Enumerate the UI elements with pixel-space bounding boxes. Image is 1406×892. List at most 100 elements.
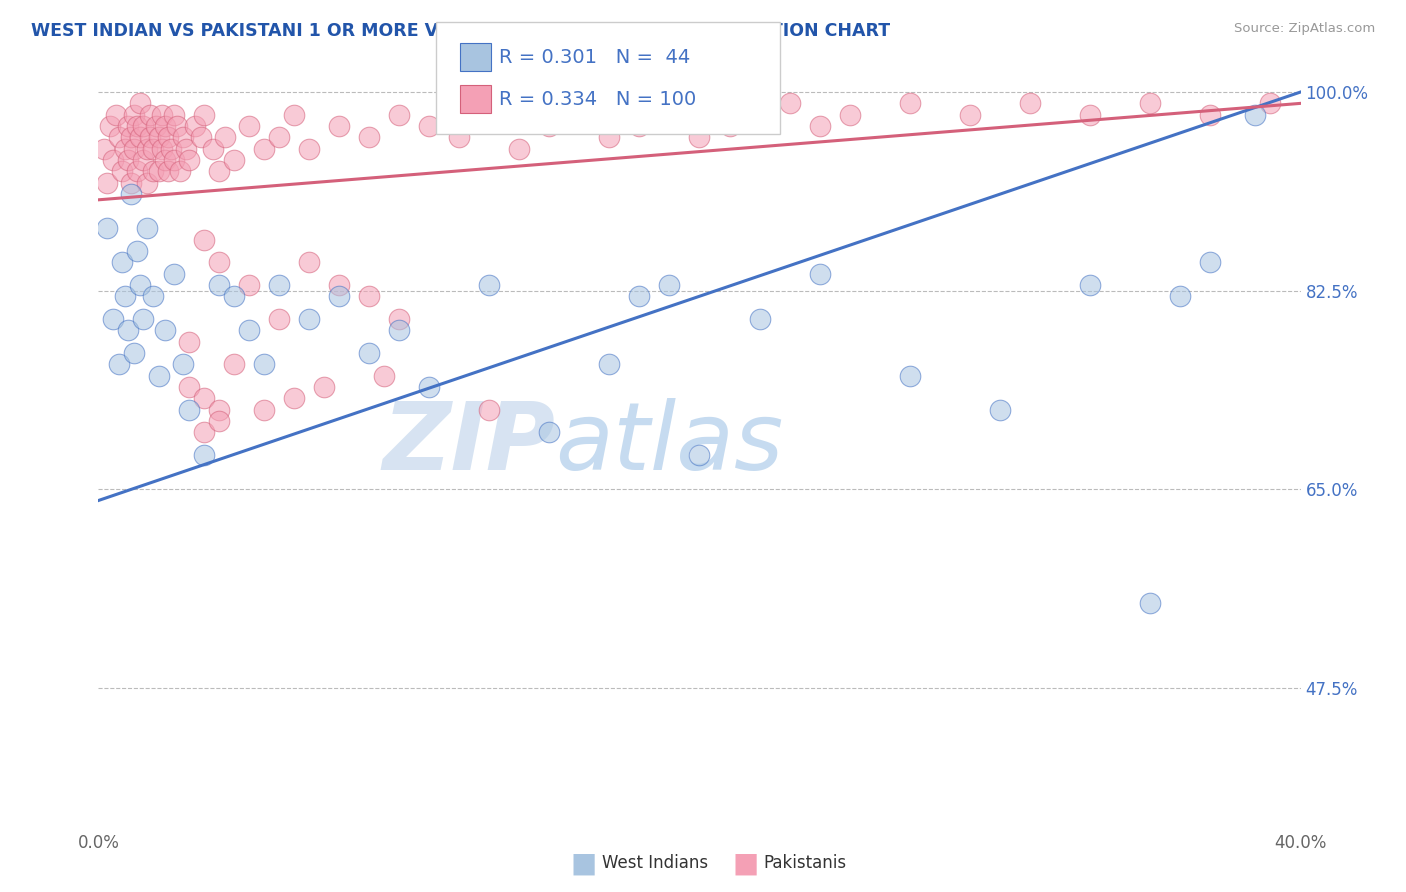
Point xyxy=(96,221,118,235)
Point xyxy=(208,277,231,292)
Text: ZIP: ZIP xyxy=(382,398,555,490)
Point xyxy=(658,277,681,292)
Point xyxy=(208,255,231,269)
Point xyxy=(193,448,215,462)
Point xyxy=(193,233,215,247)
Point xyxy=(388,312,411,326)
Point xyxy=(117,323,139,337)
Point xyxy=(598,357,620,371)
Point xyxy=(838,108,860,122)
Point xyxy=(1139,596,1161,610)
Point xyxy=(162,108,184,122)
Point xyxy=(779,96,801,111)
Point xyxy=(159,142,181,156)
Point xyxy=(253,357,276,371)
Point xyxy=(328,277,350,292)
Point xyxy=(208,164,231,178)
Point xyxy=(478,402,501,417)
Point xyxy=(129,130,152,145)
Point xyxy=(162,153,184,167)
Point xyxy=(96,176,118,190)
Point xyxy=(132,153,155,167)
Point xyxy=(183,119,205,133)
Point xyxy=(253,402,276,417)
Point xyxy=(190,130,212,145)
Point xyxy=(598,130,620,145)
Point xyxy=(508,142,530,156)
Point xyxy=(111,164,134,178)
Point xyxy=(1244,108,1267,122)
Point xyxy=(988,402,1011,417)
Point xyxy=(357,130,380,145)
Point xyxy=(141,164,163,178)
Point xyxy=(177,380,200,394)
Point xyxy=(193,392,215,406)
Point xyxy=(298,255,321,269)
Point xyxy=(150,108,173,122)
Point xyxy=(111,255,134,269)
Point xyxy=(267,277,290,292)
Point xyxy=(177,402,200,417)
Point xyxy=(478,108,501,122)
Point xyxy=(177,153,200,167)
Point xyxy=(117,153,139,167)
Point xyxy=(214,130,236,145)
Point xyxy=(238,323,260,337)
Point xyxy=(177,334,200,349)
Point xyxy=(138,130,160,145)
Point xyxy=(156,164,179,178)
Point xyxy=(148,164,170,178)
Point xyxy=(748,108,770,122)
Point xyxy=(114,289,136,303)
Point xyxy=(135,142,157,156)
Point xyxy=(138,108,160,122)
Point xyxy=(283,392,305,406)
Point xyxy=(898,368,921,383)
Point xyxy=(108,357,131,371)
Point xyxy=(1170,289,1192,303)
Point xyxy=(124,108,146,122)
Point xyxy=(357,289,380,303)
Point xyxy=(447,130,470,145)
Point xyxy=(105,108,128,122)
Point xyxy=(103,312,125,326)
Point xyxy=(688,448,710,462)
Point xyxy=(93,142,115,156)
Point xyxy=(135,176,157,190)
Point xyxy=(388,108,411,122)
Text: WEST INDIAN VS PAKISTANI 1 OR MORE VEHICLES IN HOUSEHOLD CORRELATION CHART: WEST INDIAN VS PAKISTANI 1 OR MORE VEHIC… xyxy=(31,22,890,40)
Point xyxy=(172,130,194,145)
Point xyxy=(328,119,350,133)
Point xyxy=(298,142,321,156)
Point xyxy=(628,119,651,133)
Point xyxy=(127,244,149,258)
Point xyxy=(124,346,146,360)
Point xyxy=(1199,255,1222,269)
Point xyxy=(357,346,380,360)
Point xyxy=(150,142,173,156)
Point xyxy=(132,312,155,326)
Point xyxy=(132,119,155,133)
Point xyxy=(1078,108,1101,122)
Point xyxy=(898,96,921,111)
Point xyxy=(117,119,139,133)
Point xyxy=(1260,96,1282,111)
Point xyxy=(121,187,143,202)
Point xyxy=(153,323,176,337)
Point xyxy=(135,221,157,235)
Point xyxy=(129,96,152,111)
Point xyxy=(688,130,710,145)
Point xyxy=(129,277,152,292)
Point xyxy=(267,130,290,145)
Point xyxy=(141,142,163,156)
Point xyxy=(238,277,260,292)
Point xyxy=(238,119,260,133)
Point xyxy=(121,130,143,145)
Point xyxy=(1139,96,1161,111)
Point xyxy=(103,153,125,167)
Point xyxy=(1078,277,1101,292)
Point xyxy=(148,130,170,145)
Point xyxy=(172,357,194,371)
Text: R = 0.301   N =  44: R = 0.301 N = 44 xyxy=(499,47,690,67)
Point xyxy=(253,142,276,156)
